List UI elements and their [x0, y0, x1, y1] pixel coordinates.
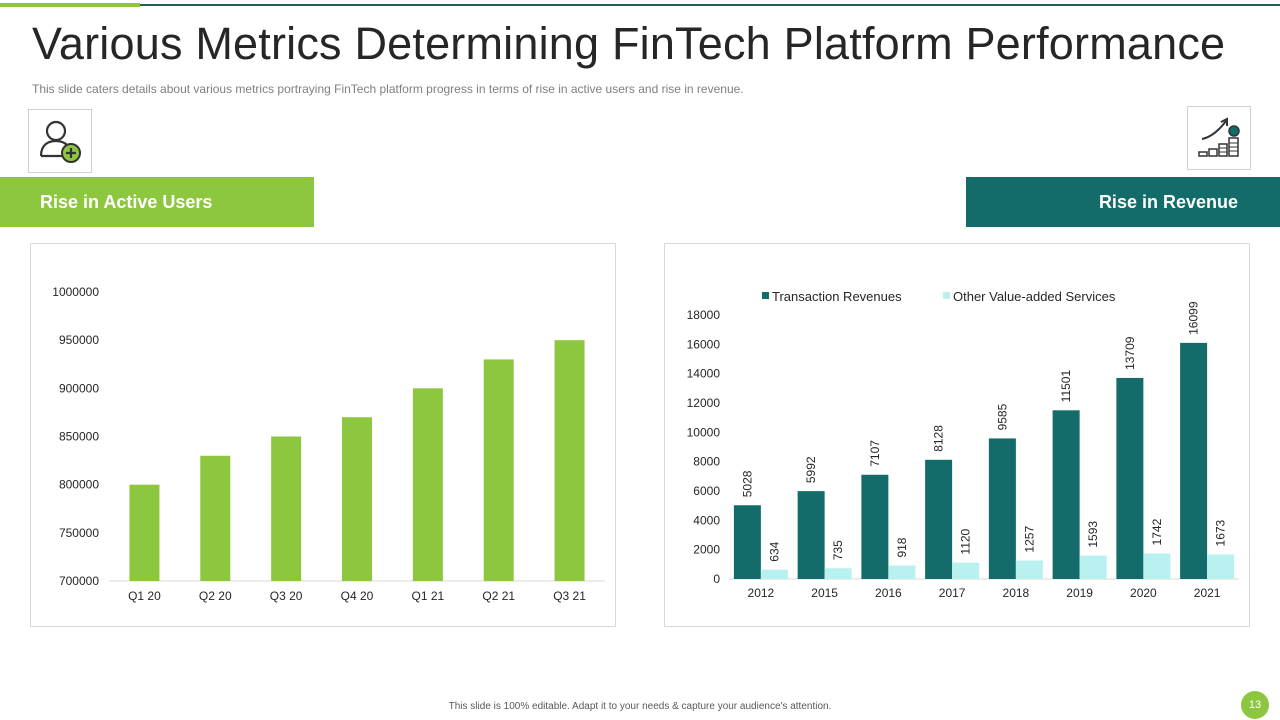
y-tick-label: 900000 — [59, 381, 99, 395]
bar-transaction-2015 — [797, 491, 825, 579]
bar-q1-20 — [129, 484, 160, 581]
bar-transaction-2016 — [861, 474, 889, 579]
data-label: 918 — [895, 537, 909, 557]
section-banner-users: Rise in Active Users — [0, 177, 314, 227]
y-tick-label: 850000 — [59, 430, 99, 444]
data-label: 1593 — [1086, 521, 1100, 548]
data-label: 1257 — [1022, 526, 1036, 553]
x-tick-label: Q3 21 — [553, 589, 586, 603]
data-label: 16099 — [1187, 301, 1201, 335]
y-tick-label: 750000 — [59, 526, 99, 540]
data-label: 13709 — [1123, 336, 1137, 370]
data-label: 7107 — [868, 440, 882, 467]
page-subtitle: This slide caters details about various … — [32, 82, 744, 96]
data-label: 11501 — [1059, 370, 1073, 403]
bar-other-2017 — [952, 562, 980, 579]
x-tick-label: 2018 — [1003, 586, 1030, 600]
data-label: 1673 — [1214, 519, 1228, 546]
revenue-chart-panel: 18000 16000 14000 12000 10000 8000 6000 4000 200… — [664, 243, 1250, 627]
top-accent — [0, 3, 140, 7]
bar-q4-20 — [342, 417, 372, 581]
x-tick-label: Q1 21 — [412, 589, 445, 603]
revenue-icon-box — [1187, 106, 1251, 170]
top-rule — [0, 4, 1280, 6]
legend-label: Other Value-added Services — [953, 289, 1116, 304]
x-tick-label: 2017 — [939, 586, 966, 600]
y-tick-label: 8000 — [693, 455, 720, 469]
legend-swatch-0 — [762, 292, 769, 299]
users-chart-panel: 1000000 950000 900000 850000 800000 750000 700… — [30, 243, 616, 627]
data-label: 735 — [831, 540, 845, 560]
y-tick-label: 10000 — [687, 425, 721, 439]
bar-other-2020 — [1143, 553, 1171, 579]
bar-transaction-2017 — [925, 459, 953, 579]
data-label: 634 — [767, 541, 781, 561]
bar-other-2012 — [760, 569, 788, 579]
bar-q2-21 — [483, 359, 514, 581]
y-tick-label: 18000 — [687, 308, 721, 322]
bar-q3-21 — [554, 340, 585, 581]
legend-label: Transaction Revenues — [772, 289, 902, 304]
bar-transaction-2019 — [1052, 410, 1080, 579]
bar-other-2015 — [824, 568, 852, 579]
x-tick-label: Q1 20 — [128, 589, 161, 603]
revenue-growth-icon — [1198, 117, 1240, 157]
x-tick-label: Q2 20 — [199, 589, 232, 603]
data-label: 9585 — [995, 403, 1009, 430]
x-tick-label: Q2 21 — [482, 589, 515, 603]
section-banner-revenue: Rise in Revenue — [966, 177, 1280, 227]
y-tick-label: 12000 — [687, 396, 721, 410]
add-user-icon — [39, 120, 81, 163]
bar-transaction-2021 — [1180, 342, 1208, 579]
data-label: 5992 — [804, 456, 818, 483]
x-tick-label: 2016 — [875, 586, 902, 600]
x-tick-label: 2021 — [1194, 586, 1221, 600]
page-title: Various Metrics Determining FinTech Plat… — [32, 18, 1226, 69]
page-number: 13 — [1241, 691, 1269, 719]
section-label-users: Rise in Active Users — [40, 191, 213, 212]
y-tick-label: 700000 — [59, 574, 99, 588]
data-label: 8128 — [932, 425, 946, 452]
y-tick-label: 950000 — [59, 333, 99, 347]
y-tick-label: 1000000 — [52, 285, 99, 299]
x-tick-label: 2015 — [811, 586, 838, 600]
y-tick-label: 14000 — [687, 367, 721, 381]
users-icon-box — [28, 109, 92, 173]
y-tick-label: 4000 — [693, 513, 720, 527]
section-label-revenue: Rise in Revenue — [1098, 191, 1238, 212]
bar-q1-21 — [412, 388, 443, 581]
footer-note: This slide is 100% editable. Adapt it to… — [448, 701, 832, 712]
bar-transaction-2012 — [733, 505, 761, 579]
y-tick-label: 0 — [713, 572, 720, 586]
bar-q2-20 — [200, 455, 231, 581]
x-tick-label: 2012 — [748, 586, 775, 600]
x-tick-label: 2019 — [1066, 586, 1093, 600]
data-label: 1120 — [959, 528, 973, 554]
data-label: 1742 — [1150, 518, 1164, 545]
bar-other-2019 — [1079, 555, 1107, 579]
bar-other-2021 — [1207, 554, 1235, 579]
bar-transaction-2020 — [1116, 377, 1144, 579]
data-label: 5028 — [740, 470, 754, 497]
y-tick-label: 6000 — [693, 484, 720, 498]
bar-other-2018 — [1015, 560, 1043, 579]
legend-swatch-1 — [943, 292, 950, 299]
users-bar-chart: 1000000 950000 900000 850000 800000 750000 700… — [52, 285, 605, 603]
bar-q3-20 — [271, 436, 302, 581]
x-tick-label: Q4 20 — [341, 589, 374, 603]
bar-other-2016 — [888, 565, 916, 579]
x-tick-label: 2020 — [1130, 586, 1157, 600]
y-tick-label: 800000 — [59, 478, 99, 492]
revenue-bar-chart: 18000 16000 14000 12000 10000 8000 6000 4000 200… — [687, 289, 1239, 600]
bar-transaction-2018 — [988, 438, 1016, 579]
y-tick-label: 2000 — [693, 543, 720, 557]
y-tick-label: 16000 — [687, 337, 721, 351]
x-tick-label: Q3 20 — [270, 589, 303, 603]
